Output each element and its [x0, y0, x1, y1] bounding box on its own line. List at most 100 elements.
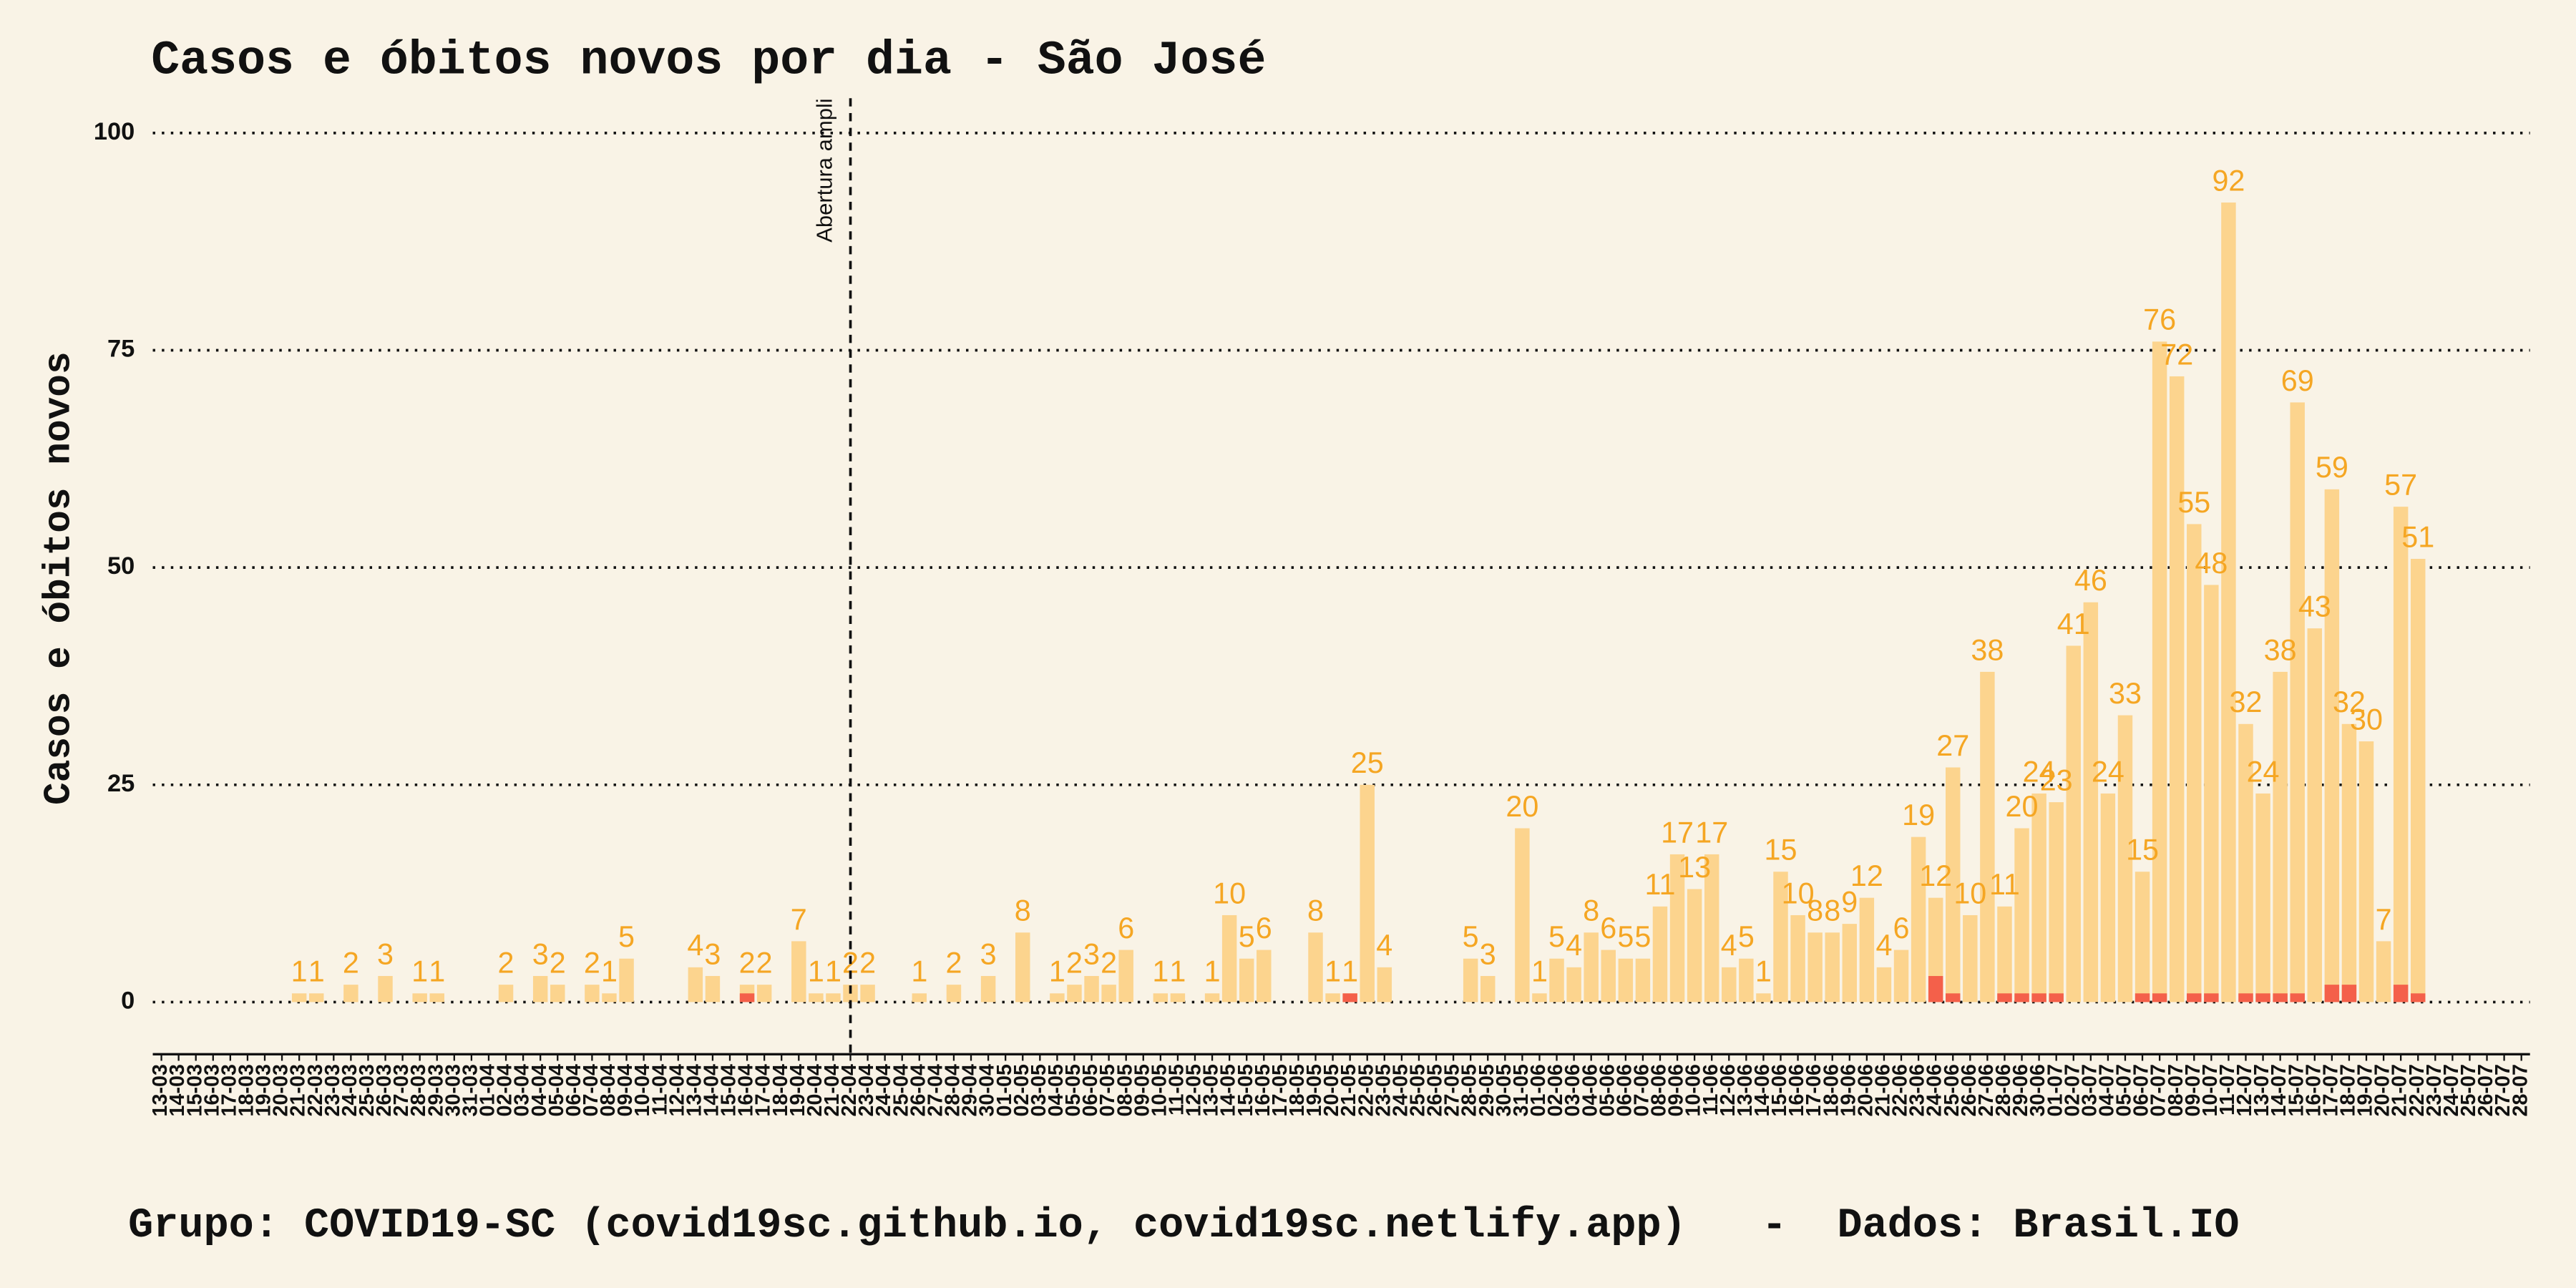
x-tick-label: 25-05	[1407, 1064, 1430, 1116]
case-bar	[1790, 914, 1805, 1002]
data-label: 1	[808, 955, 824, 988]
death-bar	[1342, 993, 1357, 1002]
data-label: 8	[1824, 894, 1840, 927]
x-tick-label: 14-06	[1751, 1064, 1774, 1116]
case-bar	[1756, 993, 1771, 1002]
x-tick-label: 07-06	[1630, 1064, 1653, 1116]
death-bar	[2014, 993, 2029, 1002]
data-label: 20	[1506, 790, 1538, 823]
x-tick-label: 14-07	[2268, 1064, 2290, 1116]
case-bar	[1997, 906, 2012, 1002]
annotation-text: Abertura ampli	[811, 98, 836, 242]
data-label: 12	[1850, 859, 1883, 892]
x-tick-label: 13-06	[1734, 1064, 1757, 1116]
case-bar	[1980, 671, 1995, 1002]
case-bar	[498, 985, 514, 1002]
data-label: 1	[1204, 955, 1221, 988]
data-label: 17	[1661, 816, 1694, 849]
x-tick-label: 21-03	[287, 1064, 310, 1116]
data-label: 2	[343, 946, 359, 979]
x-tick-label: 24-05	[1389, 1064, 1412, 1116]
data-label: 7	[2376, 903, 2392, 936]
case-bar	[550, 985, 565, 1002]
x-tick-label: 14-03	[166, 1064, 189, 1116]
x-tick-label: 18-07	[2337, 1064, 2360, 1116]
case-bar	[1635, 958, 1651, 1002]
x-tick-label: 04-04	[528, 1064, 551, 1116]
x-tick-label: 24-04	[872, 1064, 895, 1116]
case-bar	[1722, 967, 1737, 1002]
data-label: 24	[2023, 755, 2056, 788]
case-bar	[912, 993, 927, 1002]
death-bar	[2238, 993, 2253, 1002]
data-label: 11	[1989, 868, 2020, 901]
x-tick-label: 31-05	[1510, 1064, 1533, 1116]
x-tick-label: 21-06	[1872, 1064, 1895, 1116]
data-label: 8	[1015, 894, 1031, 927]
case-bar	[2221, 203, 2236, 1002]
case-bar	[1101, 985, 1116, 1002]
x-tick-label: 23-03	[321, 1064, 344, 1116]
x-tick-label: 17-04	[752, 1064, 775, 1116]
data-label: 32	[2230, 686, 2263, 718]
x-tick-label: 19-05	[1303, 1064, 1326, 1116]
x-tick-label: 11-04	[648, 1064, 671, 1116]
data-label: 1	[1755, 955, 1772, 988]
data-label: 10	[1213, 877, 1246, 909]
y-axis-label: Casos e óbitos novos	[38, 351, 81, 805]
case-bar	[1601, 950, 1616, 1002]
death-bar	[739, 993, 755, 1002]
x-tick-label: 10-05	[1148, 1064, 1171, 1116]
death-bar	[2152, 993, 2167, 1002]
case-bar	[585, 985, 600, 1002]
case-bar	[2031, 793, 2046, 1002]
x-tick-label: 26-06	[1958, 1064, 1981, 1116]
case-bar	[1532, 993, 1547, 1002]
data-label: 76	[2143, 303, 2176, 336]
case-bar	[1876, 967, 1892, 1002]
case-bar	[1946, 767, 1961, 1002]
case-bar	[1963, 914, 1978, 1002]
data-label: 17	[1695, 816, 1728, 849]
x-tick-label: 10-04	[631, 1064, 654, 1116]
x-tick-label: 17-06	[1802, 1064, 1825, 1116]
data-label: 5	[1548, 920, 1565, 953]
x-tick-label: 03-06	[1561, 1064, 1584, 1116]
case-bar	[1204, 993, 1220, 1002]
case-bar	[705, 975, 721, 1002]
x-tick-label: 29-04	[959, 1064, 982, 1116]
data-label: 2	[859, 946, 876, 979]
death-bar	[1997, 993, 2012, 1002]
data-label: 6	[1600, 912, 1616, 945]
x-tick-label: 12-07	[2233, 1064, 2256, 1116]
x-tick-label: 14-05	[1217, 1064, 1240, 1116]
case-bar	[1618, 958, 1634, 1002]
data-label: 15	[1765, 834, 1797, 867]
case-bar	[860, 985, 875, 1002]
case-bar	[1360, 784, 1375, 1002]
case-bar	[1463, 958, 1478, 1002]
data-label: 48	[2195, 547, 2228, 580]
x-tick-label: 22-03	[304, 1064, 327, 1116]
data-label: 1	[1152, 955, 1169, 988]
x-tick-label: 25-06	[1941, 1064, 1963, 1116]
x-tick-label: 23-06	[1906, 1064, 1929, 1116]
x-tick-label: 09-05	[1131, 1064, 1153, 1116]
x-tick-label: 15-05	[1234, 1064, 1257, 1116]
x-tick-label: 12-04	[665, 1064, 688, 1116]
data-label: 1	[601, 955, 618, 988]
x-tick-label: 26-03	[373, 1064, 396, 1116]
x-tick-label: 06-07	[2130, 1064, 2153, 1116]
death-bar	[2324, 985, 2340, 1002]
data-label: 6	[1118, 912, 1134, 945]
x-tick-label: 05-07	[2113, 1064, 2136, 1116]
case-bar	[1549, 958, 1564, 1002]
case-bar	[1050, 993, 1065, 1002]
case-bar	[1669, 854, 1685, 1002]
y-tick-label: 50	[107, 552, 135, 580]
data-label: 1	[411, 955, 428, 988]
case-bar	[1515, 828, 1530, 1002]
case-bar	[1739, 958, 1754, 1002]
x-tick-label: 06-06	[1613, 1064, 1636, 1116]
x-tick-label: 06-04	[562, 1064, 585, 1116]
